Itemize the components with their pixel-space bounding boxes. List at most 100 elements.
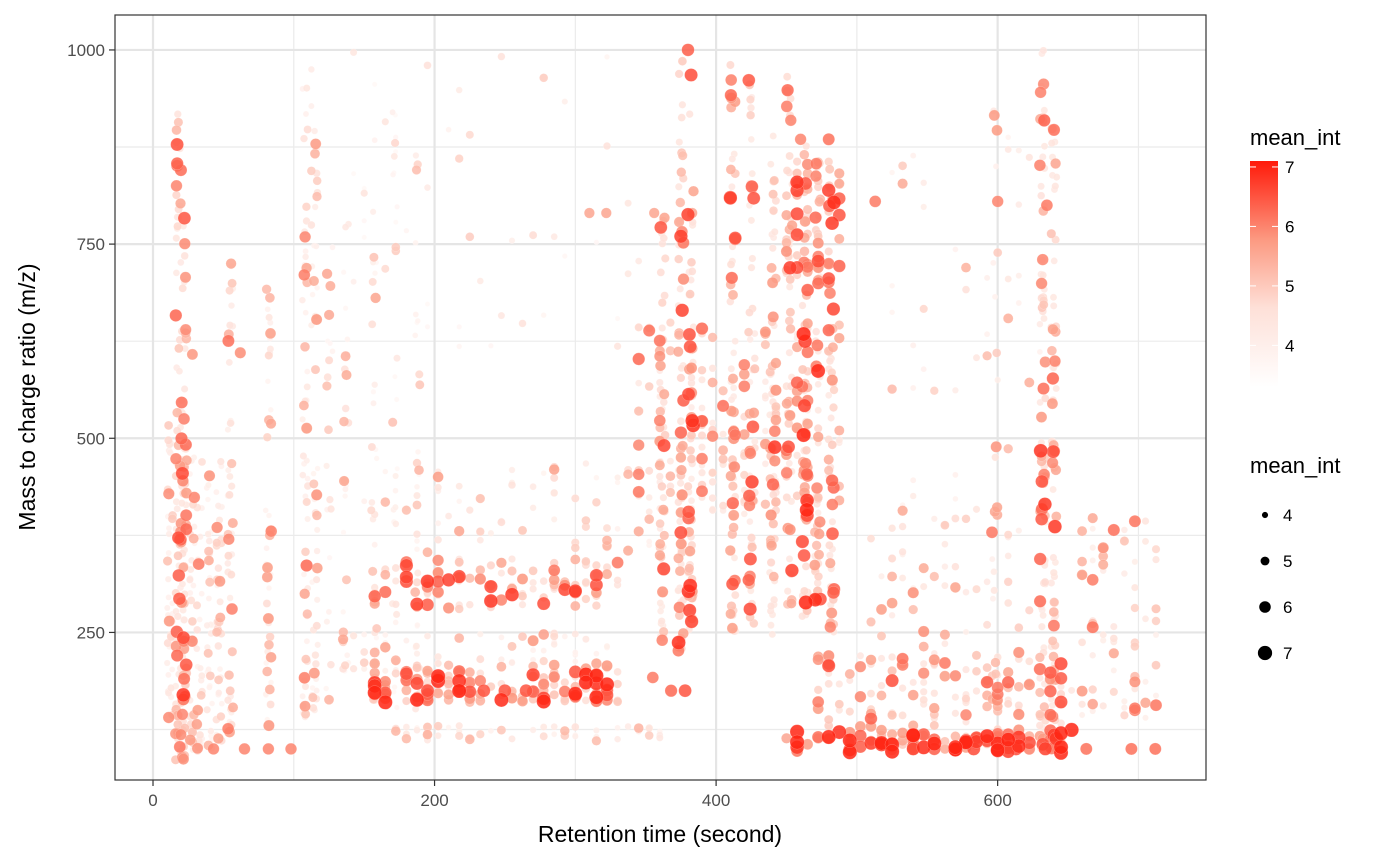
data-point: [810, 481, 824, 495]
data-point: [1049, 485, 1057, 494]
data-point: [314, 465, 321, 472]
data-point: [1037, 382, 1050, 395]
data-point: [360, 189, 369, 198]
data-point: [635, 257, 643, 265]
data-point: [369, 252, 379, 263]
data-point: [516, 573, 529, 585]
data-point: [371, 623, 382, 634]
data-point: [214, 612, 226, 623]
data-point: [390, 152, 399, 161]
data-point: [952, 471, 959, 479]
data-point: [314, 284, 321, 291]
data-point: [1014, 623, 1024, 633]
data-point: [170, 137, 184, 152]
data-point: [176, 687, 191, 703]
data-point: [1087, 512, 1099, 524]
data-point: [826, 374, 839, 386]
data-point: [681, 387, 696, 402]
data-point: [1052, 173, 1061, 181]
data-point: [517, 591, 528, 601]
data-point: [941, 581, 949, 590]
size-legend-label: 7: [1283, 644, 1292, 663]
data-point: [991, 681, 1004, 694]
data-point: [323, 425, 334, 435]
data-point: [175, 466, 190, 481]
data-point: [536, 694, 552, 709]
data-point: [212, 538, 222, 548]
data-point: [1034, 652, 1045, 663]
data-point: [1015, 147, 1023, 154]
data-point: [179, 658, 193, 672]
data-point: [761, 427, 770, 435]
data-point: [300, 422, 313, 434]
data-point: [1046, 372, 1060, 385]
data-point: [263, 719, 275, 732]
data-point: [496, 725, 507, 735]
data-point: [321, 381, 332, 391]
data-point: [227, 570, 236, 579]
data-point: [745, 95, 755, 105]
data-point: [919, 304, 929, 314]
data-point: [971, 666, 982, 676]
data-point: [728, 428, 742, 442]
data-point: [238, 742, 251, 755]
data-point: [561, 633, 568, 640]
data-point: [589, 568, 604, 583]
data-point: [991, 501, 1003, 513]
data-point: [329, 244, 336, 251]
data-point: [657, 617, 666, 626]
data-point: [657, 504, 669, 516]
data-point: [1047, 139, 1056, 148]
data-point: [299, 692, 306, 700]
data-point: [811, 339, 824, 352]
data-point: [1052, 384, 1060, 393]
data-point: [823, 454, 835, 465]
data-point: [465, 130, 475, 140]
data-point: [660, 254, 670, 263]
data-point: [392, 373, 398, 380]
data-point: [829, 385, 839, 395]
data-point: [767, 602, 776, 611]
data-point: [972, 505, 981, 514]
data-point: [708, 506, 717, 515]
data-point: [262, 612, 275, 625]
data-point: [299, 588, 311, 600]
data-point: [801, 445, 811, 455]
data-point: [593, 650, 600, 657]
data-point: [770, 384, 782, 397]
data-point: [683, 481, 693, 491]
data-point: [570, 554, 581, 565]
data-point: [391, 577, 400, 585]
data-point: [561, 98, 569, 105]
data-point: [1003, 530, 1013, 540]
data-point: [311, 127, 319, 135]
data-point: [323, 462, 331, 470]
data-point: [785, 283, 794, 291]
data-point: [1038, 622, 1046, 631]
data-point: [508, 237, 516, 244]
color-legend: mean_int 4 5 6 7: [1250, 125, 1341, 387]
data-point: [951, 709, 960, 718]
data-point: [549, 631, 559, 641]
data-point: [303, 383, 311, 391]
data-point: [797, 548, 811, 563]
data-point: [697, 365, 707, 375]
data-point: [876, 690, 887, 701]
data-point: [1046, 397, 1059, 410]
data-point: [1036, 320, 1044, 328]
data-point: [226, 594, 234, 602]
data-point: [676, 285, 685, 293]
data-point: [172, 269, 181, 277]
data-point: [308, 667, 321, 679]
data-point: [658, 388, 670, 400]
data-point: [165, 549, 172, 557]
data-point: [905, 727, 921, 743]
data-point: [716, 399, 730, 413]
size-legend-key: [1257, 645, 1273, 661]
data-point: [768, 454, 781, 467]
data-point: [433, 721, 443, 731]
data-point: [197, 457, 207, 467]
data-point: [1036, 674, 1044, 682]
data-point: [866, 689, 876, 698]
data-point: [227, 278, 237, 289]
